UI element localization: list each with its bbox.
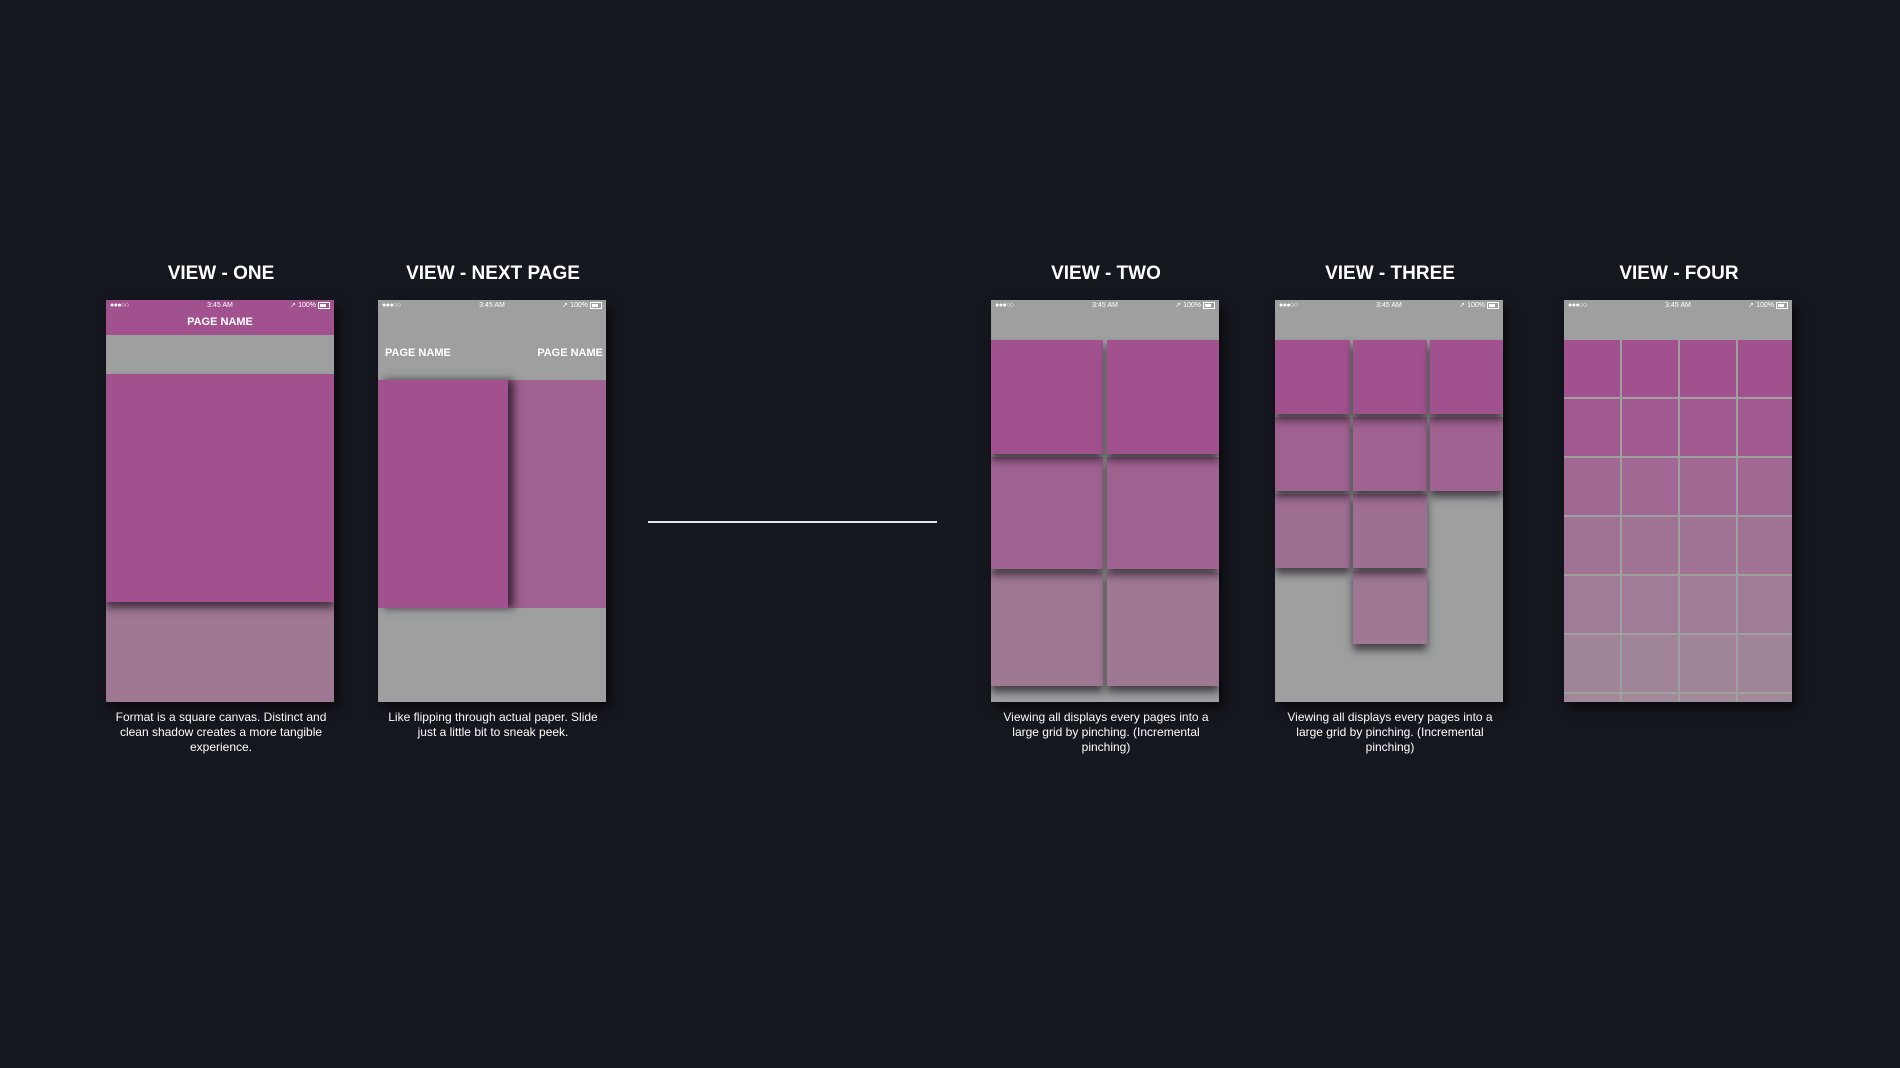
view-title: VIEW - FOUR [1619, 263, 1739, 284]
grid-page[interactable] [1275, 417, 1350, 491]
grid-page[interactable] [1275, 494, 1350, 568]
page-canvas[interactable] [106, 374, 334, 602]
grid-page[interactable] [1680, 399, 1736, 456]
grid-page[interactable] [1680, 576, 1736, 633]
section-divider [648, 521, 937, 523]
grid-page[interactable] [1738, 635, 1792, 692]
status-time: 3:45 AM [1665, 302, 1691, 309]
battery-status: ➚ 100% [1459, 300, 1499, 311]
grid-page[interactable] [1353, 417, 1427, 491]
page-header: PAGE NAME [106, 311, 334, 335]
grid-page[interactable] [1430, 417, 1503, 491]
grid-page[interactable] [1680, 340, 1736, 397]
status-time: 3:45 AM [1092, 302, 1118, 309]
view-four: VIEW - FOUR ●●●○○ 3:45 AM ➚ 100% [1564, 262, 1794, 702]
signal-icon: ●●●○○ [382, 302, 401, 309]
status-bar: ●●●○○ 3:45 AM ➚ 100% [991, 300, 1219, 311]
view-next-page: VIEW - NEXT PAGE ●●●○○ 3:45 AM ➚ 100% PA… [378, 262, 608, 740]
grid-page[interactable] [1622, 340, 1678, 397]
grid-page[interactable] [1107, 340, 1219, 454]
grid-page[interactable] [1564, 458, 1620, 515]
phone-screen[interactable]: ●●●○○ 3:45 AM ➚ 100% [1275, 300, 1503, 702]
next-page-card[interactable] [508, 380, 606, 608]
view-one: VIEW - ONE ●●●○○ 3:45 AM ➚ 100% PAGE NAM… [106, 262, 336, 755]
grid-page[interactable] [1680, 635, 1736, 692]
grid-page[interactable] [1738, 517, 1792, 574]
grid-page[interactable] [1275, 340, 1350, 414]
phone-screen[interactable]: ●●●○○ 3:45 AM ➚ 100% [991, 300, 1219, 702]
status-bar: ●●●○○ 3:45 AM ➚ 100% [1275, 300, 1503, 311]
battery-icon [590, 301, 602, 309]
grid-page[interactable] [1430, 340, 1503, 414]
phone-screen[interactable]: ●●●○○ 3:45 AM ➚ 100% PAGE NAME PAGE NAME [378, 300, 606, 702]
grid-page[interactable] [1564, 340, 1620, 397]
phone-screen[interactable]: ●●●○○ 3:45 AM ➚ 100% [1564, 300, 1792, 702]
grid-page[interactable] [1564, 576, 1620, 633]
grid-page[interactable] [1564, 517, 1620, 574]
grid-page[interactable] [1738, 399, 1792, 456]
view-title: VIEW - THREE [1325, 263, 1455, 284]
view-description: Viewing all displays every pages into a … [1287, 710, 1493, 754]
view-title: VIEW - TWO [1051, 263, 1161, 284]
grid-page[interactable] [1622, 635, 1678, 692]
grid-page[interactable] [1564, 399, 1620, 456]
page-name-label-left: PAGE NAME [385, 347, 451, 359]
signal-icon: ●●●○○ [1279, 302, 1298, 309]
grid-page[interactable] [1680, 694, 1736, 702]
grid-page[interactable] [1738, 576, 1792, 633]
phone-screen[interactable]: ●●●○○ 3:45 AM ➚ 100% PAGE NAME [106, 300, 334, 702]
signal-icon: ●●●○○ [995, 302, 1014, 309]
battery-icon [1487, 301, 1499, 309]
battery-status: ➚ 100% [1175, 300, 1215, 311]
battery-status: ➚ 100% [1748, 300, 1788, 311]
grid-page[interactable] [991, 457, 1103, 569]
grid-page[interactable] [1680, 517, 1736, 574]
grid-page[interactable] [1564, 635, 1620, 692]
status-time: 3:45 AM [479, 302, 505, 309]
view-title: VIEW - ONE [167, 263, 275, 284]
grid-page[interactable] [1738, 694, 1792, 702]
battery-status: ➚ 100% [290, 300, 330, 311]
grid-page[interactable] [991, 572, 1103, 686]
status-time: 3:45 AM [1376, 302, 1402, 309]
view-title: VIEW - NEXT PAGE [406, 263, 580, 284]
battery-icon [1203, 301, 1215, 309]
grid-page[interactable] [1622, 517, 1678, 574]
grid-page[interactable] [1353, 340, 1427, 414]
view-two: VIEW - TWO ●●●○○ 3:45 AM ➚ 100% Viewing … [991, 262, 1221, 755]
current-page-card[interactable] [378, 380, 508, 608]
view-description: Like flipping through actual paper. Slid… [388, 710, 598, 739]
grid-page[interactable] [1564, 694, 1620, 702]
grid-page[interactable] [1622, 694, 1678, 702]
grid-page[interactable] [1107, 457, 1219, 569]
page-name-label-right: PAGE NAME [537, 347, 603, 359]
grid-page[interactable] [1680, 458, 1736, 515]
grid-page[interactable] [1622, 576, 1678, 633]
view-three: VIEW - THREE ●●●○○ 3:45 AM ➚ 100% Viewin… [1275, 262, 1505, 755]
grid-page[interactable] [1353, 494, 1427, 568]
grid-page[interactable] [1622, 458, 1678, 515]
grid-page[interactable] [991, 340, 1103, 454]
status-bar: ●●●○○ 3:45 AM ➚ 100% [1564, 300, 1792, 311]
page-grid [1564, 340, 1792, 702]
status-bar: ●●●○○ 3:45 AM ➚ 100% [106, 300, 334, 311]
grid-page[interactable] [1353, 571, 1427, 644]
view-description: Format is a square canvas. Distinct and … [115, 710, 327, 754]
next-page-card[interactable] [106, 600, 334, 702]
battery-status: ➚ 100% [562, 300, 602, 311]
signal-icon: ●●●○○ [110, 302, 129, 309]
signal-icon: ●●●○○ [1568, 302, 1587, 309]
status-bar: ●●●○○ 3:45 AM ➚ 100% [378, 300, 606, 311]
grid-page[interactable] [1622, 399, 1678, 456]
battery-icon [318, 301, 330, 309]
grid-page[interactable] [1738, 340, 1792, 397]
grid-page[interactable] [1107, 572, 1219, 686]
battery-icon [1776, 301, 1788, 309]
status-time: 3:45 AM [207, 302, 233, 309]
page-name-label: PAGE NAME [187, 316, 253, 328]
view-description: Viewing all displays every pages into a … [1003, 710, 1209, 754]
grid-page[interactable] [1738, 458, 1792, 515]
